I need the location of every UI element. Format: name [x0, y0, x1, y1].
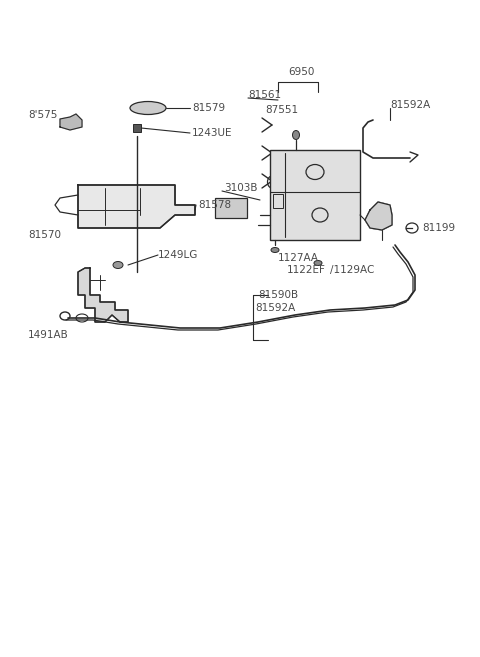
Text: 1127AA: 1127AA: [278, 253, 319, 263]
Text: 81578: 81578: [198, 200, 231, 210]
Text: 8'575: 8'575: [28, 110, 58, 120]
Text: /1129AC: /1129AC: [330, 265, 374, 275]
Polygon shape: [60, 114, 82, 130]
Bar: [133, 124, 141, 132]
Ellipse shape: [314, 260, 322, 265]
Text: 81570: 81570: [28, 230, 61, 240]
Text: 81561: 81561: [248, 90, 281, 100]
Polygon shape: [365, 202, 392, 230]
Ellipse shape: [292, 131, 300, 139]
Bar: [215, 198, 247, 218]
Text: 1249LG: 1249LG: [158, 250, 198, 260]
Bar: [270, 150, 360, 240]
Text: 1491AB: 1491AB: [28, 330, 69, 340]
Text: 87551: 87551: [265, 105, 298, 115]
Text: 81590B: 81590B: [258, 290, 298, 300]
Text: 1122EF: 1122EF: [287, 265, 326, 275]
Polygon shape: [78, 268, 128, 322]
Ellipse shape: [271, 248, 279, 252]
Text: 81592A: 81592A: [255, 303, 295, 313]
Bar: [273, 194, 283, 208]
Text: 81199: 81199: [422, 223, 455, 233]
Text: 81592A: 81592A: [390, 100, 430, 110]
Text: 6950: 6950: [288, 67, 314, 77]
Ellipse shape: [113, 261, 123, 269]
Ellipse shape: [130, 101, 166, 114]
Text: 1243UE: 1243UE: [192, 128, 232, 138]
Polygon shape: [78, 185, 195, 228]
Text: 81579: 81579: [192, 103, 225, 113]
Text: 3103B: 3103B: [224, 183, 257, 193]
